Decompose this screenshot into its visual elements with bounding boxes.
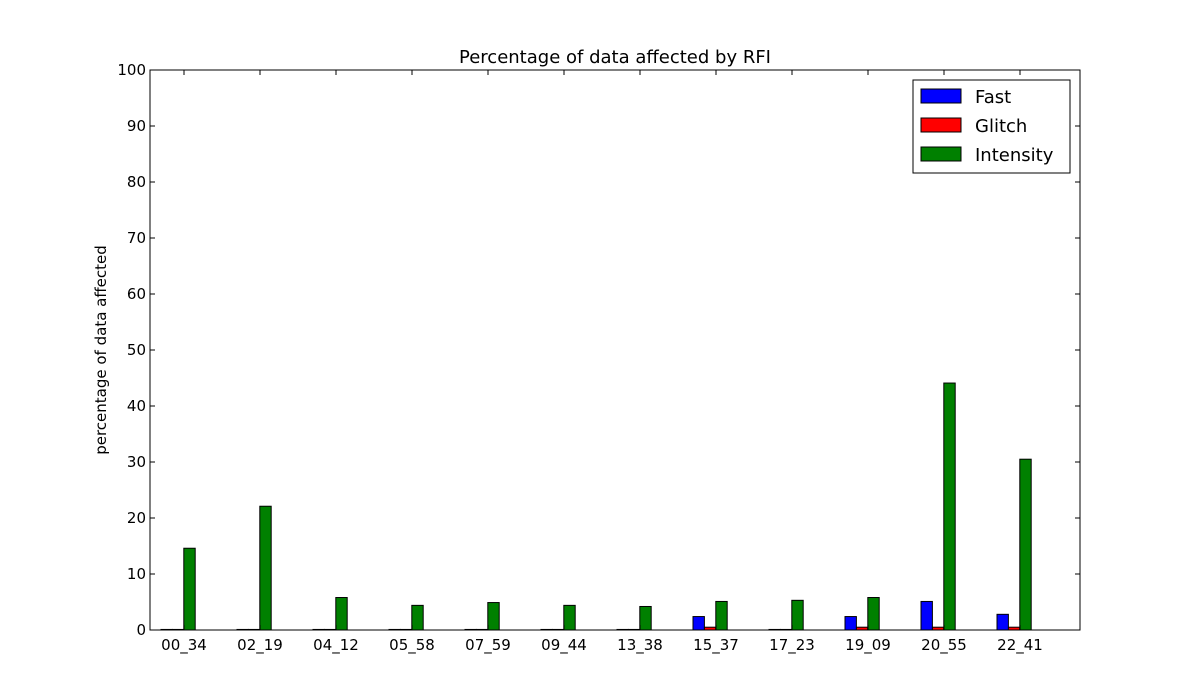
plot-frame [149, 69, 1081, 631]
x-tick-label: 22_41 [997, 636, 1043, 655]
bar-intensity-19_09 [867, 597, 880, 631]
bar-fast-19_09 [844, 616, 857, 631]
x-tick-label: 07_59 [465, 636, 511, 655]
legend-label-glitch: Glitch [975, 116, 1027, 137]
axes-group: 0 10 20 30 40 50 60 70 80 90 100 00_34 02_19 04_12 05_… [117, 61, 1080, 655]
bar-intensity-17_23 [791, 599, 804, 631]
x-tick-label: 04_12 [313, 636, 359, 655]
bar-intensity-15_37 [715, 600, 728, 631]
legend-swatch-fast [920, 88, 962, 104]
bar-fast-22_41 [996, 613, 1009, 631]
y-axis-label: percentage of data affected [92, 245, 110, 455]
legend: Fast Glitch Intensity [912, 79, 1071, 174]
bar-intensity-09_44 [563, 604, 576, 631]
x-tick-label: 17_23 [769, 636, 815, 655]
y-tick-label: 10 [127, 565, 146, 583]
x-tick-label: 05_58 [389, 636, 435, 655]
bar-intensity-05_58 [411, 604, 424, 631]
bar-fast-20_55 [920, 600, 933, 631]
y-tick-label: 50 [127, 341, 146, 359]
legend-swatch-glitch [920, 117, 962, 133]
y-tick-label: 90 [127, 117, 146, 135]
x-tick-label: 13_38 [617, 636, 663, 655]
legend-swatch-intensity [920, 146, 962, 162]
y-tick-label: 40 [127, 397, 146, 415]
legend-label-fast: Fast [975, 87, 1011, 108]
bar-intensity-07_59 [487, 602, 500, 631]
y-tick-label: 0 [136, 621, 146, 639]
bar-intensity-20_55 [943, 382, 956, 631]
x-tick-label: 19_09 [845, 636, 891, 655]
legend-label-intensity: Intensity [975, 145, 1054, 166]
bar-intensity-00_34 [183, 547, 196, 631]
y-tick-label: 20 [127, 509, 146, 527]
y-tick-label: 100 [117, 61, 146, 79]
y-tick-label: 60 [127, 285, 146, 303]
y-tick-label: 80 [127, 173, 146, 191]
bar-fast-15_37 [692, 616, 705, 631]
x-tick-label: 15_37 [693, 636, 739, 655]
bar-intensity-22_41 [1019, 458, 1032, 631]
x-tick-label: 02_19 [237, 636, 283, 655]
x-tick-label: 00_34 [161, 636, 207, 655]
bar-intensity-13_38 [639, 605, 652, 631]
bar-intensity-02_19 [259, 505, 272, 631]
x-tick-label: 09_44 [541, 636, 587, 655]
y-tick-label: 70 [127, 229, 146, 247]
chart-title: Percentage of data affected by RFI [459, 47, 771, 68]
x-tick-label: 20_55 [921, 636, 967, 655]
y-tick-label: 30 [127, 453, 146, 471]
bar-intensity-04_12 [335, 597, 348, 631]
